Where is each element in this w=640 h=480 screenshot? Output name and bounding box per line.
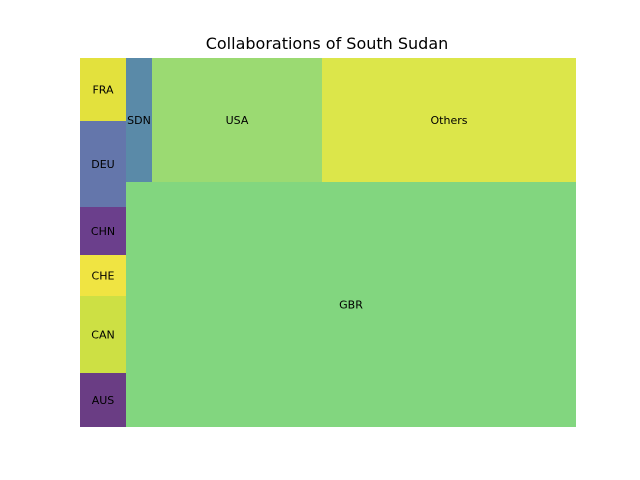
cell-gbr	[126, 182, 576, 427]
cell-label-usa: USA	[226, 114, 249, 127]
cell-can	[80, 296, 126, 373]
cell-fra	[80, 58, 126, 121]
cell-sdn	[126, 58, 152, 182]
cell-che	[80, 255, 126, 296]
cell-label-sdn: SDN	[127, 114, 151, 127]
cell-label-gbr: GBR	[339, 299, 363, 312]
cell-chn	[80, 207, 126, 255]
cell-label-aus: AUS	[92, 394, 115, 407]
cell-label-fra: FRA	[92, 84, 114, 97]
cell-label-can: CAN	[91, 329, 114, 342]
cell-label-chn: CHN	[91, 225, 115, 238]
cell-label-che: CHE	[92, 270, 115, 283]
cell-label-others: Others	[431, 114, 468, 127]
cell-deu	[80, 121, 126, 207]
cell-aus	[80, 373, 126, 427]
cell-usa	[152, 58, 322, 182]
chart-title: Collaborations of South Sudan	[206, 34, 449, 53]
treemap-cells: AUS CAN CHE CHN DEU FRA SDN USA Others GBR	[80, 58, 576, 427]
cell-label-deu: DEU	[91, 158, 114, 171]
cell-others	[322, 58, 576, 182]
